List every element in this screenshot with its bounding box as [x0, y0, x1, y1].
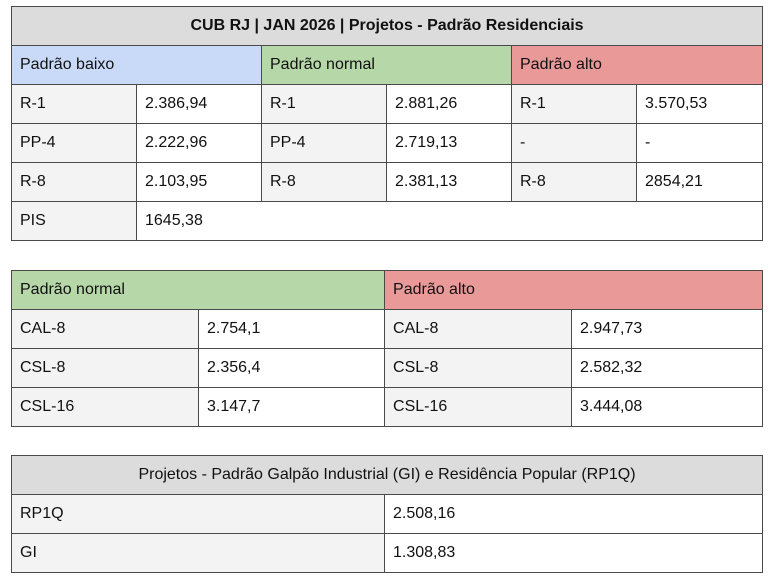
cell-label: RP1Q: [11, 494, 385, 534]
cell-label: R-1: [261, 84, 387, 124]
header-padrao-normal: Padrão normal: [261, 45, 512, 85]
cell-value: 2.386,94: [136, 84, 262, 124]
cell-value: 2.947,73: [571, 309, 764, 349]
table-title: Projetos - Padrão Galpão Industrial (GI)…: [11, 455, 763, 495]
cell-label: CSL-8: [11, 348, 199, 388]
table-row: RP1Q 2.508,16: [11, 494, 763, 534]
table-row: PIS 1645,38: [11, 201, 764, 241]
cell-label: PIS: [11, 201, 137, 241]
header-padrao-baixo: Padrão baixo: [11, 45, 262, 85]
cell-label: R-8: [261, 162, 387, 202]
cell-label: CAL-8: [384, 309, 573, 349]
cell-label: R-8: [511, 162, 637, 202]
cell-value: 2.881,26: [386, 84, 512, 124]
header-padrao-alto: Padrão alto: [510, 45, 764, 85]
cell-value: 2.222,96: [136, 123, 262, 163]
cell-value: 2.754,1: [197, 309, 386, 349]
cell-value: 1645,38: [135, 201, 764, 241]
cell-label: CSL-16: [384, 387, 573, 427]
table-row: PP-4 2.222,96 PP-4 2.719,13 - -: [11, 123, 764, 163]
table-row: CSL-8 2.356,4 CSL-8 2.582,32: [11, 348, 764, 388]
cell-value: 1.308,83: [384, 533, 763, 573]
cell-value: -: [635, 123, 764, 163]
header-padrao-alto: Padrão alto: [384, 270, 764, 310]
cell-value: 2.719,13: [386, 123, 512, 163]
table-row: CSL-16 3.147,7 CSL-16 3.444,08: [11, 387, 764, 427]
cell-value: 2.356,4: [197, 348, 386, 388]
cell-label: PP-4: [261, 123, 387, 163]
cell-label: R-8: [11, 162, 137, 202]
cell-label: PP-4: [11, 123, 137, 163]
cell-label: R-1: [11, 84, 137, 124]
table-row: R-1 2.386,94 R-1 2.881,26 R-1 3.570,53: [11, 84, 764, 124]
cell-label: R-1: [511, 84, 637, 124]
cell-value: 3.444,08: [571, 387, 764, 427]
table-row: GI 1.308,83: [11, 533, 763, 573]
cub-commercial-table: Padrão normal Padrão alto CAL-8 2.754,1 …: [10, 270, 764, 427]
cell-label: CSL-16: [11, 387, 199, 427]
cell-label: GI: [11, 533, 385, 573]
cell-label: -: [511, 123, 637, 163]
cell-value: 2.103,95: [136, 162, 262, 202]
table-row: R-8 2.103,95 R-8 2.381,13 R-8 2854,21: [11, 162, 764, 202]
cub-gi-rp1q-table: Projetos - Padrão Galpão Industrial (GI)…: [11, 455, 763, 573]
cell-value: 2.508,16: [384, 494, 763, 534]
table-title: CUB RJ | JAN 2026 | Projetos - Padrão Re…: [10, 6, 764, 46]
header-padrao-normal: Padrão normal: [10, 270, 386, 310]
cell-value: 2854,21: [635, 162, 764, 202]
cell-label: CAL-8: [11, 309, 199, 349]
cell-value: 2.582,32: [571, 348, 764, 388]
table-row: CAL-8 2.754,1 CAL-8 2.947,73: [11, 309, 764, 349]
cell-label: CSL-8: [384, 348, 573, 388]
cub-residential-table: CUB RJ | JAN 2026 | Projetos - Padrão Re…: [10, 6, 764, 241]
cell-value: 3.147,7: [197, 387, 386, 427]
cell-value: 2.381,13: [386, 162, 512, 202]
cell-value: 3.570,53: [635, 84, 764, 124]
